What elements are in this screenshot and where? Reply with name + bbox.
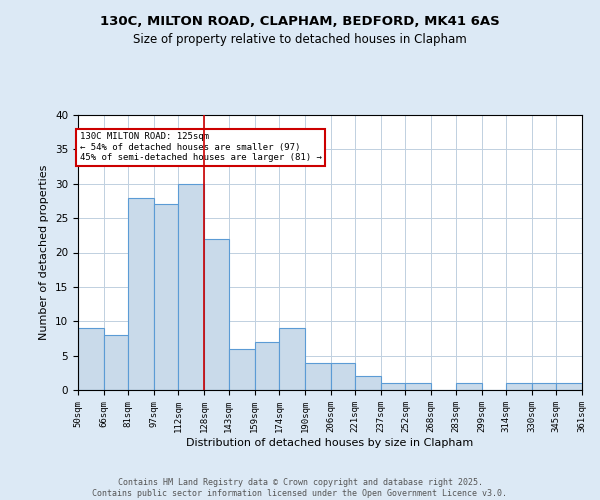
Bar xyxy=(154,204,178,390)
Bar xyxy=(556,383,582,390)
Bar xyxy=(205,239,229,390)
Bar xyxy=(104,335,128,390)
X-axis label: Distribution of detached houses by size in Clapham: Distribution of detached houses by size … xyxy=(187,438,473,448)
Bar xyxy=(128,198,154,390)
Text: 130C, MILTON ROAD, CLAPHAM, BEDFORD, MK41 6AS: 130C, MILTON ROAD, CLAPHAM, BEDFORD, MK4… xyxy=(100,15,500,28)
Bar xyxy=(455,383,482,390)
Bar xyxy=(506,383,532,390)
Bar xyxy=(254,342,279,390)
Bar xyxy=(406,383,431,390)
Bar xyxy=(532,383,556,390)
Bar xyxy=(78,328,104,390)
Bar xyxy=(381,383,406,390)
Bar xyxy=(331,362,355,390)
Bar xyxy=(178,184,205,390)
Text: 130C MILTON ROAD: 125sqm
← 54% of detached houses are smaller (97)
45% of semi-d: 130C MILTON ROAD: 125sqm ← 54% of detach… xyxy=(80,132,322,162)
Text: Size of property relative to detached houses in Clapham: Size of property relative to detached ho… xyxy=(133,32,467,46)
Bar xyxy=(229,349,254,390)
Bar xyxy=(305,362,331,390)
Y-axis label: Number of detached properties: Number of detached properties xyxy=(40,165,49,340)
Bar xyxy=(279,328,305,390)
Text: Contains HM Land Registry data © Crown copyright and database right 2025.
Contai: Contains HM Land Registry data © Crown c… xyxy=(92,478,508,498)
Bar xyxy=(355,376,381,390)
